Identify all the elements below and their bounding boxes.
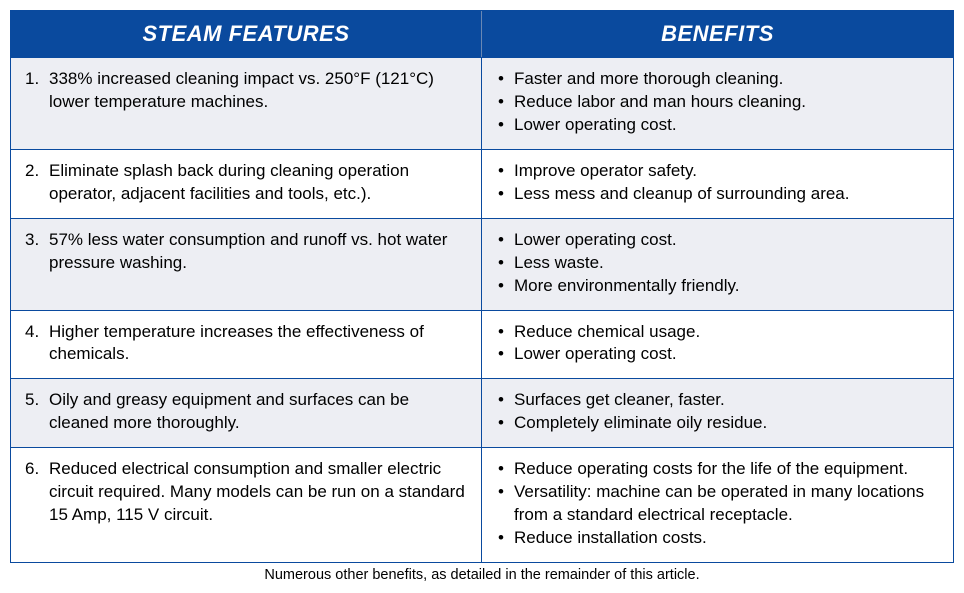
feature-cell: 5. Oily and greasy equipment and surface… — [11, 379, 482, 447]
benefit-item: Less mess and cleanup of surrounding are… — [496, 183, 939, 206]
feature-number: 6. — [25, 458, 43, 527]
benefit-item: Completely eliminate oily residue. — [496, 412, 939, 435]
benefits-cell: Reduce operating costs for the life of t… — [482, 448, 953, 562]
header-benefits: BENEFITS — [482, 11, 953, 57]
benefit-item: More environmentally friendly. — [496, 275, 939, 298]
benefits-cell: Improve operator safety. Less mess and c… — [482, 150, 953, 218]
benefit-item: Faster and more thorough cleaning. — [496, 68, 939, 91]
benefit-item: Reduce labor and man hours cleaning. — [496, 91, 939, 114]
benefit-item: Lower operating cost. — [496, 114, 939, 137]
benefit-item: Improve operator safety. — [496, 160, 939, 183]
benefits-cell: Faster and more thorough cleaning. Reduc… — [482, 58, 953, 149]
table-row: 2. Eliminate splash back during cleaning… — [11, 149, 953, 218]
table-row: 5. Oily and greasy equipment and surface… — [11, 378, 953, 447]
features-benefits-table: STEAM FEATURES BENEFITS 1. 338% increase… — [10, 10, 954, 563]
feature-text: 57% less water consumption and runoff vs… — [49, 229, 467, 275]
benefits-cell: Lower operating cost. Less waste. More e… — [482, 219, 953, 310]
header-features: STEAM FEATURES — [11, 11, 482, 57]
footer-note: Numerous other benefits, as detailed in … — [10, 563, 954, 583]
benefit-item: Reduce chemical usage. — [496, 321, 939, 344]
feature-number: 2. — [25, 160, 43, 206]
benefit-item: Lower operating cost. — [496, 343, 939, 366]
feature-cell: 1. 338% increased cleaning impact vs. 25… — [11, 58, 482, 149]
feature-text: 338% increased cleaning impact vs. 250°F… — [49, 68, 467, 114]
feature-number: 3. — [25, 229, 43, 275]
feature-text: Higher temperature increases the effecti… — [49, 321, 467, 367]
feature-cell: 6. Reduced electrical consumption and sm… — [11, 448, 482, 562]
table-row: 3. 57% less water consumption and runoff… — [11, 218, 953, 310]
feature-text: Oily and greasy equipment and surfaces c… — [49, 389, 467, 435]
feature-cell: 2. Eliminate splash back during cleaning… — [11, 150, 482, 218]
benefit-item: Lower operating cost. — [496, 229, 939, 252]
feature-text: Eliminate splash back during cleaning op… — [49, 160, 467, 206]
table-row: 1. 338% increased cleaning impact vs. 25… — [11, 57, 953, 149]
benefits-cell: Reduce chemical usage. Lower operating c… — [482, 311, 953, 379]
feature-number: 1. — [25, 68, 43, 114]
feature-text: Reduced electrical consumption and small… — [49, 458, 467, 527]
table-row: 4. Higher temperature increases the effe… — [11, 310, 953, 379]
benefit-item: Surfaces get cleaner, faster. — [496, 389, 939, 412]
benefit-item: Less waste. — [496, 252, 939, 275]
benefit-item: Reduce operating costs for the life of t… — [496, 458, 939, 481]
benefits-cell: Surfaces get cleaner, faster. Completely… — [482, 379, 953, 447]
feature-number: 5. — [25, 389, 43, 435]
benefit-item: Versatility: machine can be operated in … — [496, 481, 939, 527]
table-header-row: STEAM FEATURES BENEFITS — [11, 11, 953, 57]
benefit-item: Reduce installation costs. — [496, 527, 939, 550]
feature-number: 4. — [25, 321, 43, 367]
feature-cell: 3. 57% less water consumption and runoff… — [11, 219, 482, 310]
feature-cell: 4. Higher temperature increases the effe… — [11, 311, 482, 379]
table-row: 6. Reduced electrical consumption and sm… — [11, 447, 953, 562]
